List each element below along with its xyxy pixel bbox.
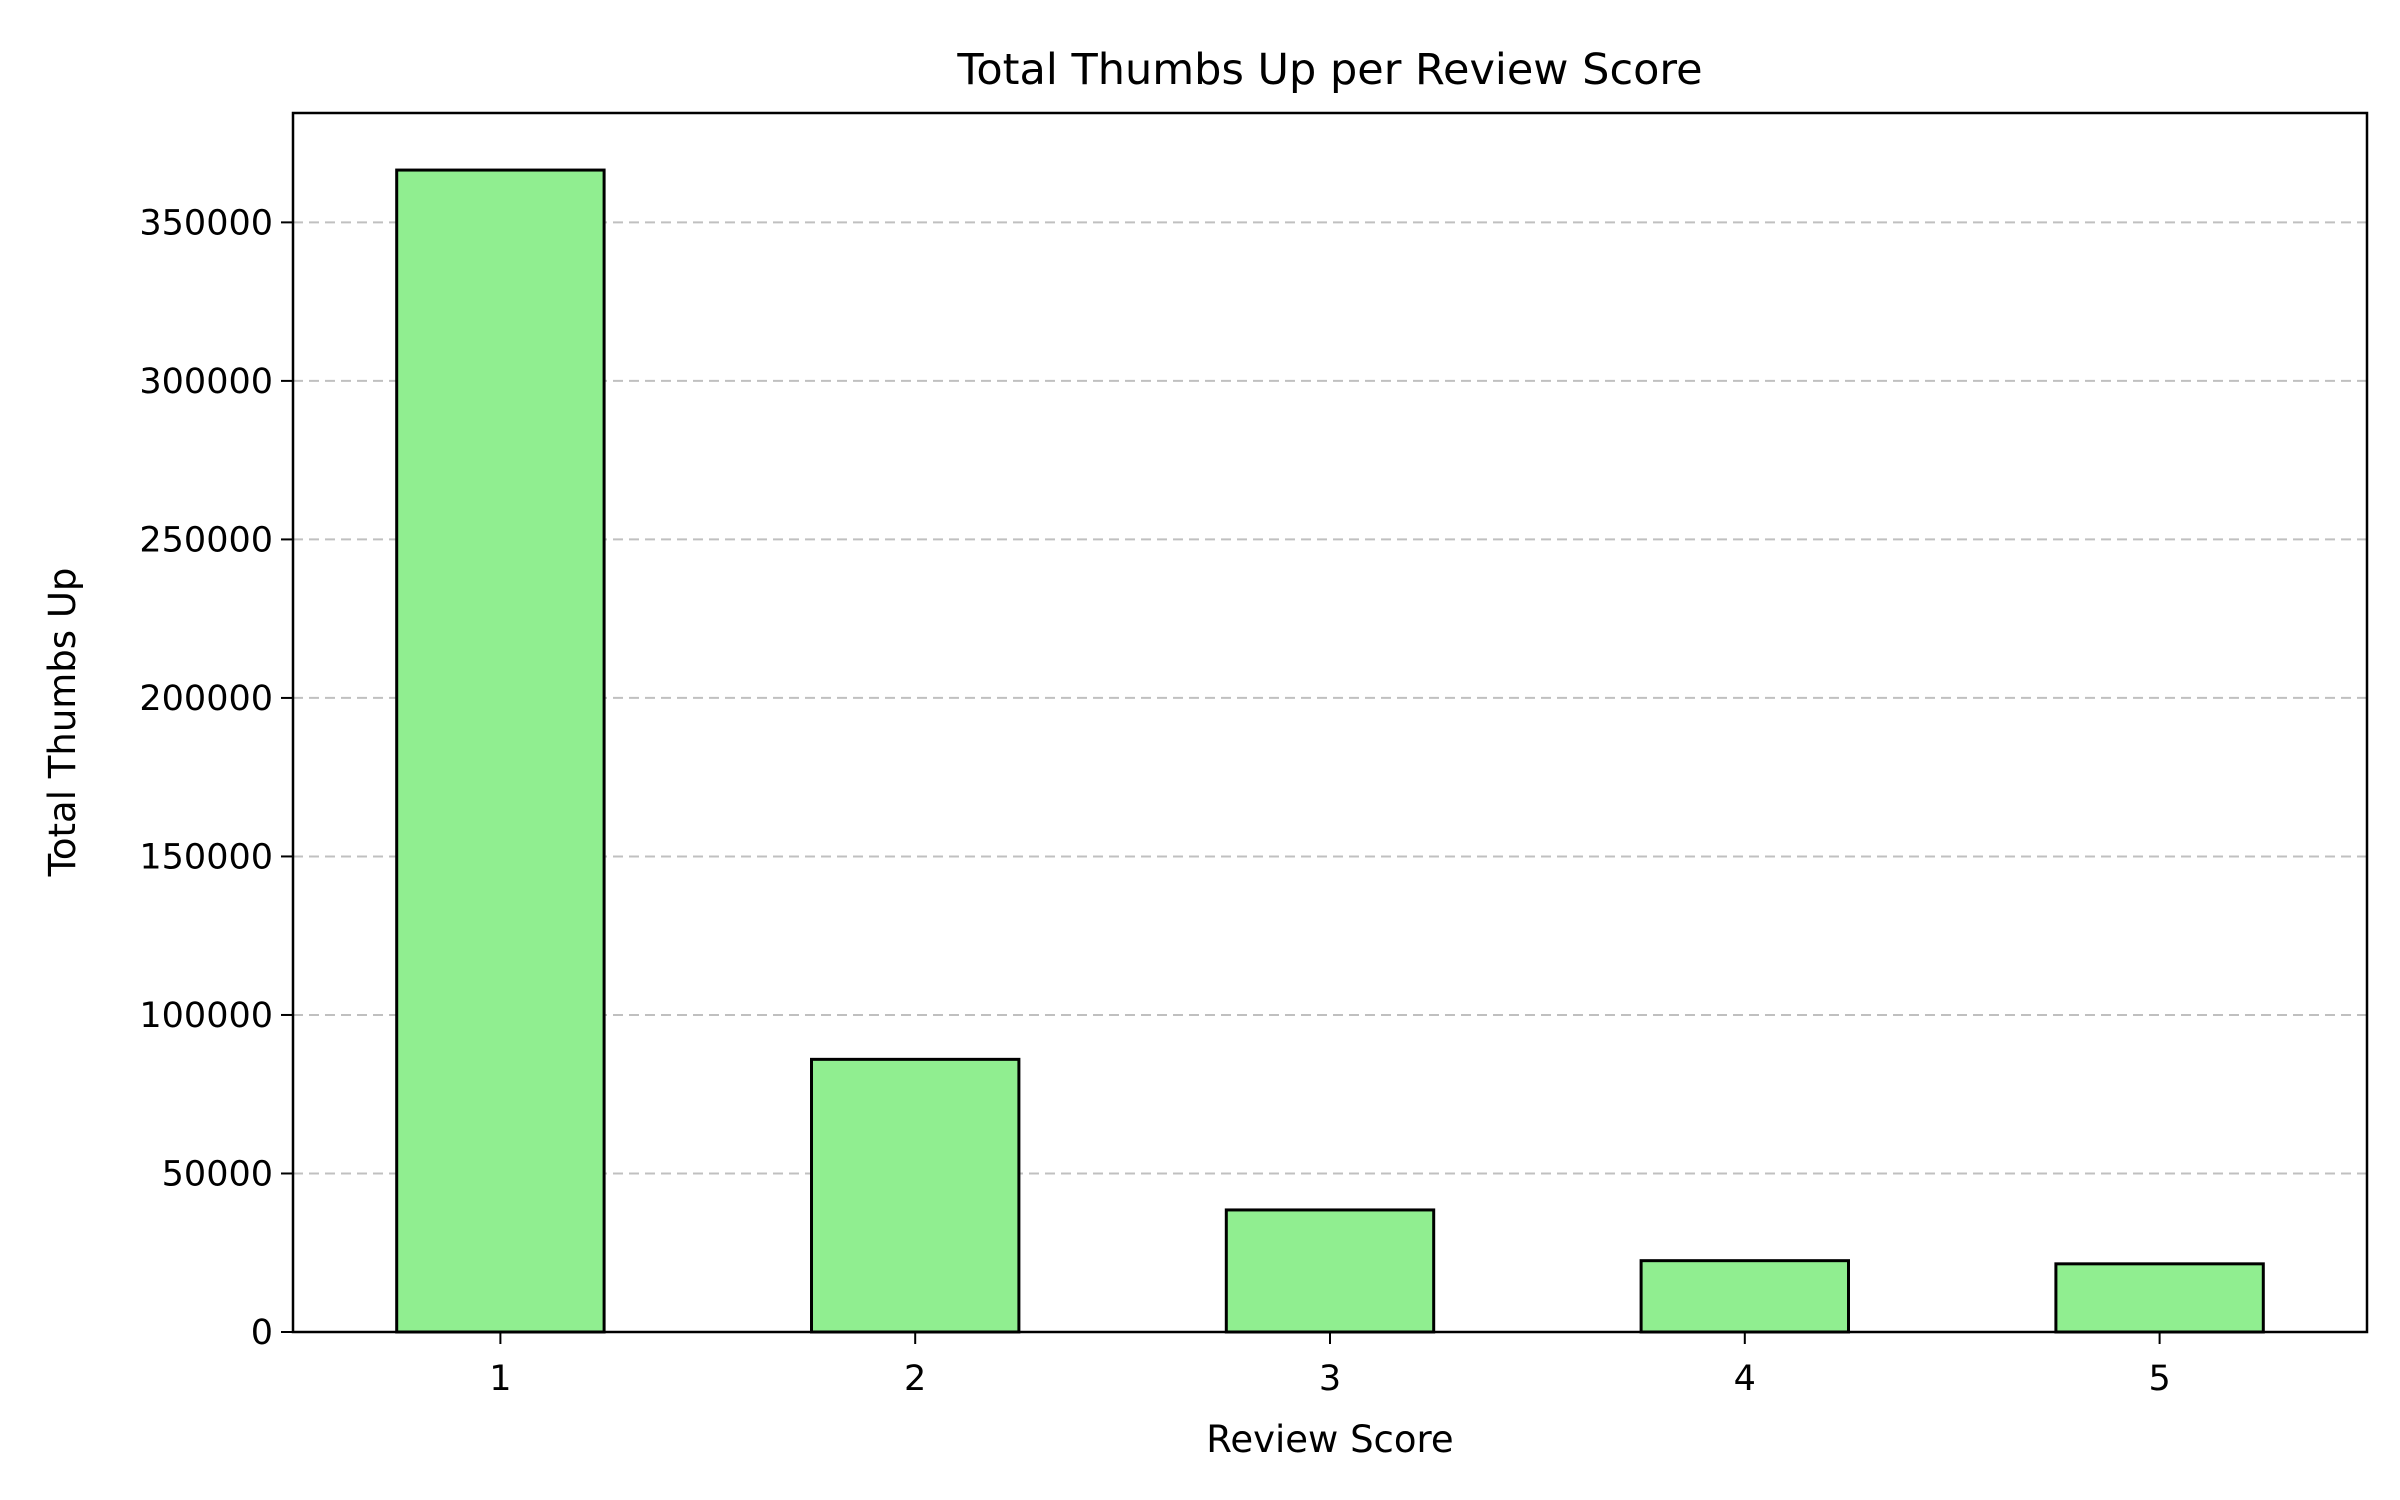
x-tick-label-2: 2: [904, 1359, 926, 1399]
gridlines: [293, 221, 2367, 1175]
x-tick-label-4: 4: [1734, 1359, 1756, 1399]
y-tick-label-100000: 100000: [139, 996, 273, 1036]
y-axis-label: Total Thumbs Up: [41, 568, 84, 878]
y-tick-label-250000: 250000: [139, 520, 273, 560]
y-axis-ticks: 0 50000 100000 150000 200000 250000 300000 3500…: [139, 203, 293, 1353]
y-tick-label-150000: 150000: [139, 837, 273, 877]
y-tick-label-350000: 350000: [139, 203, 273, 243]
bar-score-1: [395, 168, 606, 1334]
x-axis-ticks: 1 2 3 4 5: [489, 1332, 2171, 1399]
bar-score-5: [2054, 1262, 2265, 1334]
y-tick-label-200000: 200000: [139, 679, 273, 719]
x-tick-label-5: 5: [2148, 1359, 2170, 1399]
y-tick-label-0: 0: [251, 1313, 273, 1353]
x-tick-label-3: 3: [1319, 1359, 1341, 1399]
bar-score-4: [1639, 1259, 1850, 1334]
x-tick-label-1: 1: [489, 1359, 511, 1399]
x-axis-label: Review Score: [1206, 1418, 1453, 1461]
bar-score-2: [810, 1057, 1021, 1334]
y-tick-label-300000: 300000: [139, 362, 273, 402]
bar-score-3: [1224, 1208, 1436, 1334]
y-tick-label-50000: 50000: [162, 1154, 273, 1194]
bars: [395, 168, 2265, 1334]
chart-title: Total Thumbs Up per Review Score: [956, 45, 1702, 95]
